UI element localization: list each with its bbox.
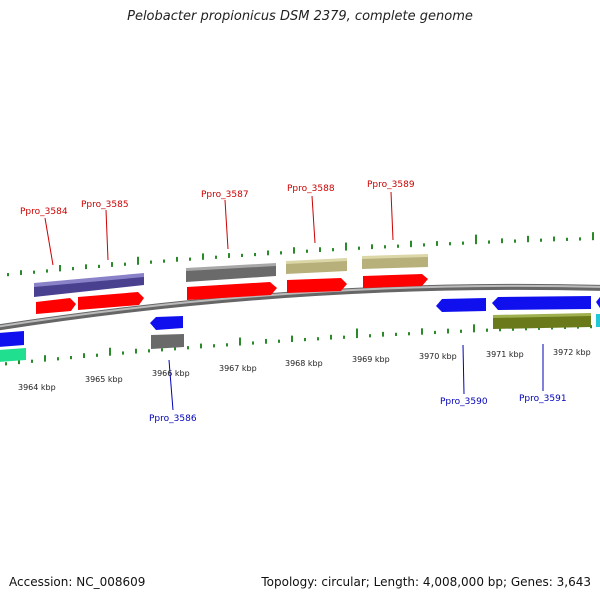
scale-label-3967: 3967 kbp [219, 364, 257, 373]
gene-arrow-right-edge[interactable] [596, 297, 600, 308]
genome-backbone-highlight [0, 284, 600, 328]
gene-arrow-ppro-3590[interactable] [436, 298, 486, 312]
feature-block-khaki-1-top [286, 258, 347, 264]
gene-arrow-ppro-3584[interactable] [36, 298, 76, 314]
feature-block-olive[interactable] [493, 314, 591, 329]
scale-label-3966: 3966 kbp [152, 369, 190, 378]
gene-label-ppro-3590[interactable]: Ppro_3590 [440, 397, 488, 407]
scale-labels: 3964 kbp 3965 kbp 3966 kbp 3967 kbp 3968… [18, 348, 591, 392]
feature-block-khaki-2-top [362, 254, 428, 259]
feature-block-gray-top [186, 263, 276, 271]
accession-text: Accession: NC_008609 [9, 575, 146, 589]
forward-gene-labels: Ppro_3584 Ppro_3585 Ppro_3587 Ppro_3588 … [20, 180, 415, 217]
gene-label-ppro-3584[interactable]: Ppro_3584 [20, 207, 68, 217]
genome-backbone [0, 283, 600, 331]
gene-arrow-ppro-3586[interactable] [150, 316, 183, 330]
feature-track-outer [34, 254, 428, 297]
gene-arrow-ppro-3591[interactable] [492, 296, 591, 310]
forward-label-leaders [44, 191, 394, 266]
gene-label-ppro-3589[interactable]: Ppro_3589 [367, 180, 415, 190]
gene-arrow-ppro-3588[interactable] [287, 278, 347, 293]
gene-label-ppro-3585[interactable]: Ppro_3585 [81, 200, 129, 210]
feature-block-gray-lower[interactable] [151, 334, 184, 349]
reverse-genes [0, 296, 600, 362]
feature-block-cyan-edge[interactable] [596, 314, 600, 327]
reverse-gene-labels: Ppro_3586 Ppro_3590 Ppro_3591 [149, 394, 567, 424]
scale-label-3968: 3968 kbp [285, 359, 323, 368]
genome-title: Pelobacter propionicus DSM 2379, complet… [127, 9, 473, 24]
scale-label-3969: 3969 kbp [352, 355, 390, 364]
scale-label-3971: 3971 kbp [486, 350, 524, 359]
gene-label-ppro-3591[interactable]: Ppro_3591 [519, 394, 567, 404]
scale-label-3970: 3970 kbp [419, 352, 457, 361]
scale-label-3965: 3965 kbp [85, 375, 123, 384]
scale-label-3972: 3972 kbp [553, 348, 591, 357]
feature-block-purple[interactable] [34, 275, 144, 297]
gc-content-track-outer [7, 232, 594, 277]
forward-genes [36, 274, 428, 314]
gene-arrow-ppro-3589[interactable] [363, 274, 428, 288]
feature-block-purple-top [34, 273, 144, 287]
gene-label-ppro-3586[interactable]: Ppro_3586 [149, 414, 197, 424]
gene-arrow-left-edge[interactable] [0, 331, 24, 347]
feature-block-olive-top [493, 313, 591, 318]
gene-label-ppro-3588[interactable]: Ppro_3588 [287, 184, 335, 194]
gene-label-ppro-3587[interactable]: Ppro_3587 [201, 190, 249, 200]
gene-arrow-ppro-3585[interactable] [78, 292, 144, 310]
reverse-label-leaders [168, 344, 544, 411]
gene-arrow-ppro-3587[interactable] [187, 282, 277, 300]
feature-block-green-edge[interactable] [0, 348, 26, 362]
genome-summary-text: Topology: circular; Length: 4,008,000 bp… [261, 575, 591, 589]
scale-label-3964: 3964 kbp [18, 383, 56, 392]
